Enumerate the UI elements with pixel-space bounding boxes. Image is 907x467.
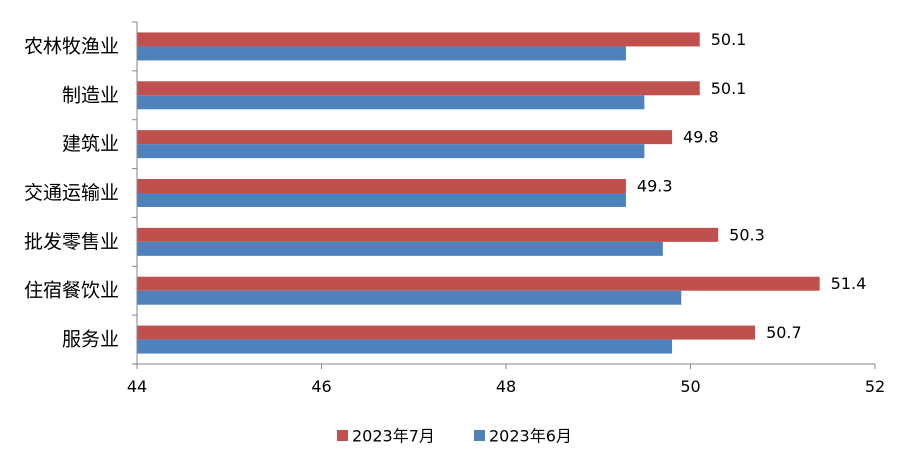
category-label: 建筑业 bbox=[62, 133, 119, 155]
bar-july bbox=[137, 179, 626, 193]
x-tick-label: 48 bbox=[496, 377, 516, 396]
legend-swatch bbox=[337, 430, 348, 441]
category-label: 批发零售业 bbox=[24, 231, 119, 253]
legend-swatch bbox=[474, 430, 485, 441]
data-label: 50.1 bbox=[711, 79, 747, 98]
x-tick-label: 46 bbox=[311, 377, 331, 396]
category-label: 农林牧渔业 bbox=[24, 35, 119, 57]
legend-label: 2023年7月 bbox=[352, 427, 435, 446]
bar-july bbox=[137, 276, 820, 291]
x-tick-label: 52 bbox=[865, 377, 885, 396]
x-ticks-group: 44 46 48 50 52 bbox=[127, 364, 885, 396]
data-label: 51.4 bbox=[831, 274, 867, 293]
category-label: 服务业 bbox=[62, 329, 119, 351]
legend: 2023年7月 2023年6月 bbox=[337, 427, 572, 446]
data-labels-group: 50.1 50.1 49.8 49.3 50.3 51.4 50.7 bbox=[637, 30, 866, 342]
bar-june bbox=[137, 46, 626, 61]
bar-july bbox=[137, 81, 700, 96]
bar-july bbox=[137, 325, 756, 340]
bar-june bbox=[137, 241, 663, 256]
bar-july bbox=[137, 32, 700, 47]
bar-june bbox=[137, 95, 645, 110]
data-label: 50.7 bbox=[766, 323, 802, 342]
x-tick-label: 44 bbox=[127, 377, 147, 396]
bar-june bbox=[137, 339, 673, 354]
data-label: 50.3 bbox=[729, 225, 765, 244]
x-tick-label: 50 bbox=[680, 377, 700, 396]
data-label: 49.8 bbox=[683, 128, 719, 147]
bar-june bbox=[137, 193, 626, 207]
bar-july bbox=[137, 227, 719, 242]
bar-july bbox=[137, 130, 673, 145]
legend-label: 2023年6月 bbox=[489, 427, 572, 446]
category-label: 住宿餐饮业 bbox=[24, 280, 119, 302]
bar-june bbox=[137, 144, 645, 159]
data-label: 50.1 bbox=[711, 30, 747, 49]
data-label: 49.3 bbox=[637, 177, 673, 196]
bars-group bbox=[137, 32, 820, 354]
category-label: 制造业 bbox=[62, 84, 119, 106]
bar-june bbox=[137, 290, 682, 305]
category-label: 交通运输业 bbox=[24, 182, 119, 204]
